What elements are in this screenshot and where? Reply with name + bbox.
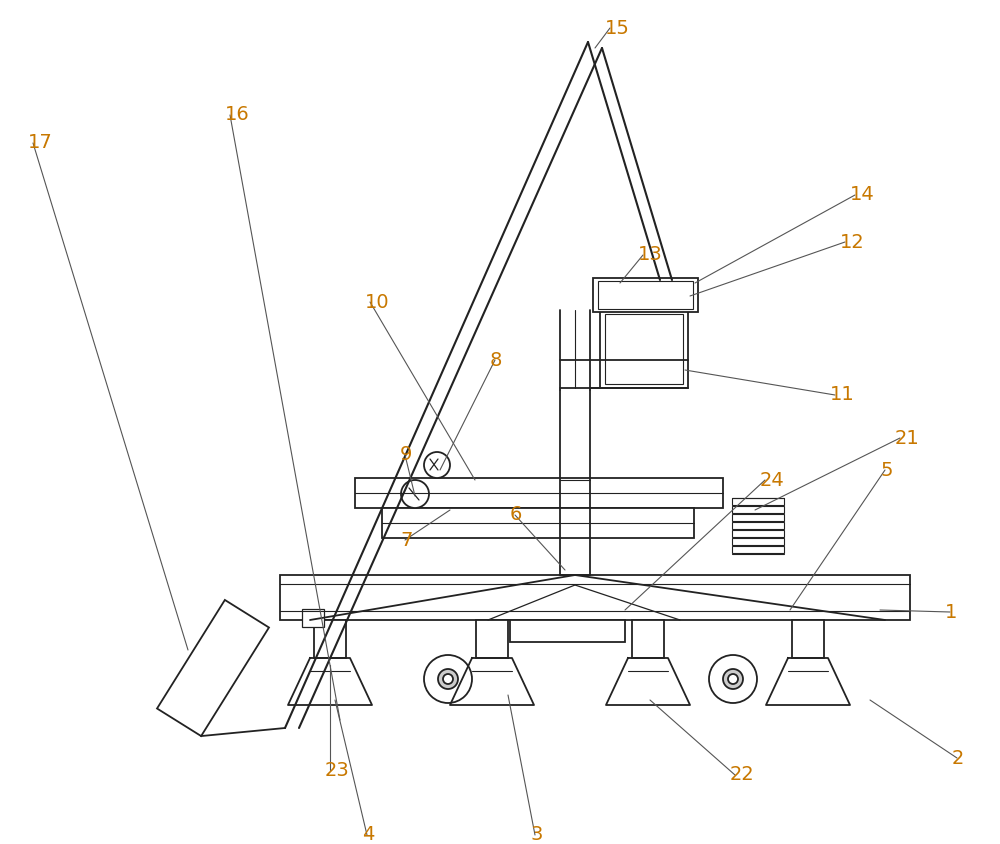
Bar <box>314 620 346 658</box>
Text: 8: 8 <box>490 350 502 370</box>
Bar <box>792 620 824 658</box>
Text: 21: 21 <box>895 429 920 447</box>
Bar <box>355 478 723 508</box>
Text: 2: 2 <box>952 749 964 767</box>
Bar <box>382 508 694 538</box>
Bar <box>598 281 693 309</box>
Text: 17: 17 <box>28 133 53 153</box>
Circle shape <box>728 674 738 684</box>
Text: 3: 3 <box>530 825 542 844</box>
Text: 7: 7 <box>400 531 412 549</box>
Text: 9: 9 <box>400 446 412 464</box>
Bar <box>593 278 698 312</box>
Text: 24: 24 <box>760 470 785 490</box>
Text: 11: 11 <box>830 386 855 404</box>
Bar <box>732 506 784 513</box>
Text: 4: 4 <box>362 825 374 844</box>
Text: 15: 15 <box>605 19 630 37</box>
Text: 14: 14 <box>850 186 875 204</box>
Bar <box>732 514 784 521</box>
Circle shape <box>424 452 450 478</box>
Text: 22: 22 <box>730 766 755 785</box>
Bar <box>280 575 910 620</box>
Circle shape <box>401 480 429 508</box>
Text: 16: 16 <box>225 106 250 125</box>
Polygon shape <box>157 600 269 736</box>
Circle shape <box>709 655 757 703</box>
Bar <box>600 310 688 388</box>
Bar <box>732 498 784 505</box>
Bar <box>732 522 784 529</box>
Bar <box>605 314 683 384</box>
Bar <box>632 620 664 658</box>
Circle shape <box>438 669 458 689</box>
Circle shape <box>424 655 472 703</box>
Bar <box>732 546 784 553</box>
Bar <box>510 620 625 642</box>
Circle shape <box>443 674 453 684</box>
Text: 5: 5 <box>880 461 893 479</box>
Bar <box>302 609 324 627</box>
Text: 23: 23 <box>325 760 350 780</box>
Text: 1: 1 <box>945 603 957 621</box>
Bar <box>732 530 784 537</box>
Bar <box>476 620 508 658</box>
Text: 10: 10 <box>365 293 390 311</box>
Circle shape <box>723 669 743 689</box>
Text: 12: 12 <box>840 232 865 252</box>
Bar <box>732 538 784 545</box>
Text: 6: 6 <box>510 506 522 524</box>
Text: 13: 13 <box>638 246 663 264</box>
